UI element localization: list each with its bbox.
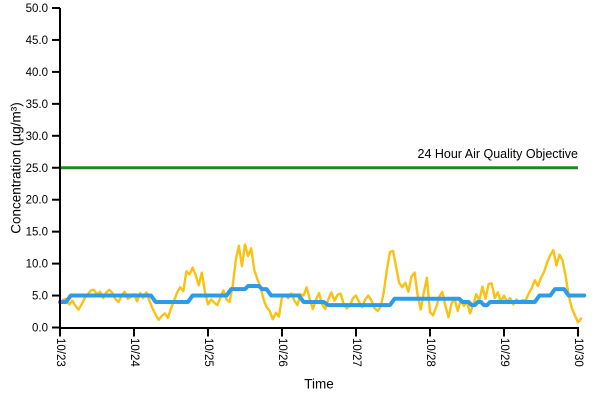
x-tick-label: 10/27 [350,338,362,367]
y-tick-label: 5.0 [32,291,48,303]
y-tick-label: 30.0 [26,131,48,143]
x-tick-label: 10/26 [276,338,288,367]
y-tick-label: 25.0 [26,163,48,175]
y-axis-title: Concentration (µg/m³) [8,102,24,234]
y-tick-label: 45.0 [26,35,48,47]
x-axis-title: Time [304,376,334,392]
x-tick-label: 10/25 [202,338,214,367]
y-tick-label: 40.0 [26,67,48,79]
y-tick-label: 10.0 [26,259,48,271]
y-tick-label: 50.0 [26,3,48,15]
x-tick-label: 10/30 [572,338,584,367]
y-tick-label: 20.0 [26,195,48,207]
y-tick-label: 35.0 [26,99,48,111]
y-tick-label: 0.0 [32,323,48,335]
y-tick-label: 15.0 [26,227,48,239]
objective-label: 24 Hour Air Quality Objective [417,147,579,161]
x-tick-label: 10/23 [54,338,66,367]
x-tick-label: 10/24 [128,338,140,367]
rolling-average-line [58,283,587,308]
x-tick-label: 10/28 [424,338,436,367]
x-tick-label: 10/29 [498,338,510,367]
hourly-series-line [58,243,583,324]
